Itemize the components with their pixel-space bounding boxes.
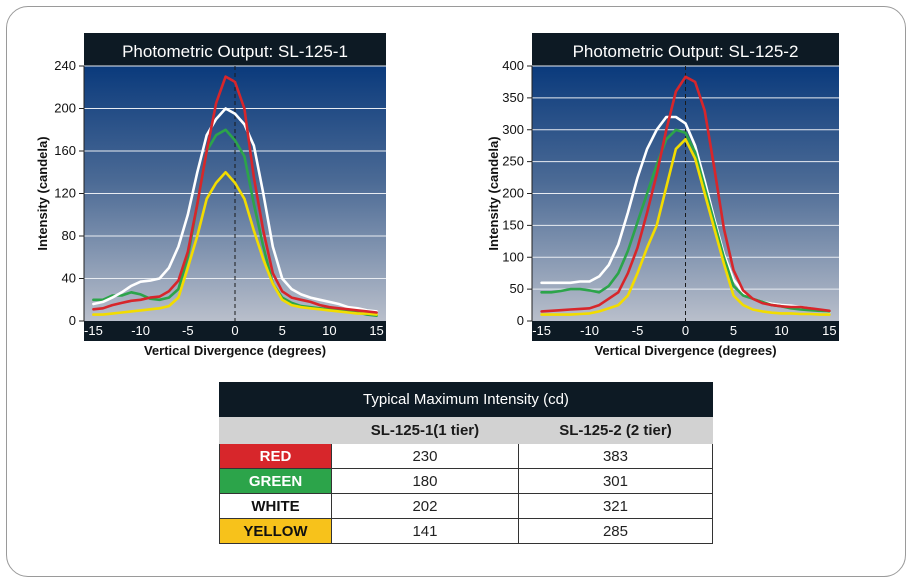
x-tick-label: 15 <box>822 323 836 338</box>
x-tick-label: -15 <box>84 323 103 338</box>
table-header-sl-125-1: SL-125-1(1 tier) <box>331 416 519 444</box>
value-green-sl-125-2: 301 <box>517 468 714 494</box>
series-line-white <box>92 107 378 313</box>
x-tick-label: 0 <box>682 323 689 338</box>
y-tick-label: 250 <box>502 154 524 169</box>
table-title-row: Typical Maximum Intensity (cd) <box>219 382 713 417</box>
row-label-white: WHITE <box>219 493 332 519</box>
y-tick-label: 200 <box>54 101 76 116</box>
table-title: Typical Maximum Intensity (cd) <box>219 382 713 417</box>
x-tick-label: -10 <box>580 323 599 338</box>
series-line-yellow <box>540 138 831 316</box>
y-tick-label: 400 <box>502 58 524 73</box>
x-tick-label: -5 <box>632 323 644 338</box>
x-axis-title: Vertical Divergence (degrees) <box>144 343 326 358</box>
table-row-yellow: YELLOW 141 285 <box>219 518 714 544</box>
x-axis-band <box>532 321 839 341</box>
y-axis-title: Intensity (candela) <box>35 136 50 250</box>
x-axis-band <box>84 321 386 341</box>
x-tick-label: 10 <box>322 323 336 338</box>
table-header-blank <box>219 416 332 444</box>
y-tick-label: 40 <box>62 271 76 286</box>
x-tick-label: -5 <box>182 323 194 338</box>
x-tick-label: 10 <box>774 323 788 338</box>
table-header-sl-125-2: SL-125-2 (2 tier) <box>517 416 714 444</box>
value-white-sl-125-1: 202 <box>331 493 519 519</box>
y-tick-label: 120 <box>54 186 76 201</box>
table-header-row: SL-125-1(1 tier) SL-125-2 (2 tier) <box>219 416 714 444</box>
table-row-red: RED 230 383 <box>219 443 714 469</box>
x-tick-label: 0 <box>231 323 238 338</box>
table-row-green: GREEN 180 301 <box>219 468 714 494</box>
y-tick-label: 300 <box>502 122 524 137</box>
chart-title-bar <box>532 33 839 66</box>
y-tick-label: 0 <box>517 313 524 328</box>
x-tick-label: 5 <box>279 323 286 338</box>
value-red-sl-125-2: 383 <box>517 443 714 469</box>
row-label-red: RED <box>219 443 332 469</box>
x-tick-label: -15 <box>532 323 551 338</box>
row-label-green: GREEN <box>219 468 332 494</box>
x-tick-label: -10 <box>131 323 150 338</box>
chart-title-bar <box>84 33 386 66</box>
value-green-sl-125-1: 180 <box>331 468 519 494</box>
y-tick-label: 50 <box>510 281 524 296</box>
x-tick-label: 5 <box>730 323 737 338</box>
value-red-sl-125-1: 230 <box>331 443 519 469</box>
y-tick-label: 0 <box>69 313 76 328</box>
y-tick-label: 80 <box>62 228 76 243</box>
chart-title: Photometric Output: SL-125-1 <box>122 42 348 61</box>
chart-title: Photometric Output: SL-125-2 <box>573 42 799 61</box>
x-tick-label: 15 <box>369 323 383 338</box>
y-tick-label: 240 <box>54 58 76 73</box>
value-yellow-sl-125-2: 285 <box>517 518 714 544</box>
series-line-red <box>92 75 378 314</box>
row-label-yellow: YELLOW <box>219 518 332 544</box>
y-tick-label: 160 <box>54 143 76 158</box>
y-axis-title: Intensity (candela) <box>486 136 501 250</box>
max-intensity-table: Typical Maximum Intensity (cd) SL-125-1(… <box>219 382 714 544</box>
x-axis-title: Vertical Divergence (degrees) <box>594 343 776 358</box>
series-line-red <box>540 75 831 313</box>
table-row-white: WHITE 202 321 <box>219 493 714 519</box>
y-tick-label: 100 <box>502 249 524 264</box>
y-tick-label: 350 <box>502 90 524 105</box>
value-white-sl-125-2: 321 <box>517 493 714 519</box>
value-yellow-sl-125-1: 141 <box>331 518 519 544</box>
series-line-yellow <box>92 171 378 316</box>
y-tick-label: 200 <box>502 186 524 201</box>
y-tick-label: 150 <box>502 217 524 232</box>
